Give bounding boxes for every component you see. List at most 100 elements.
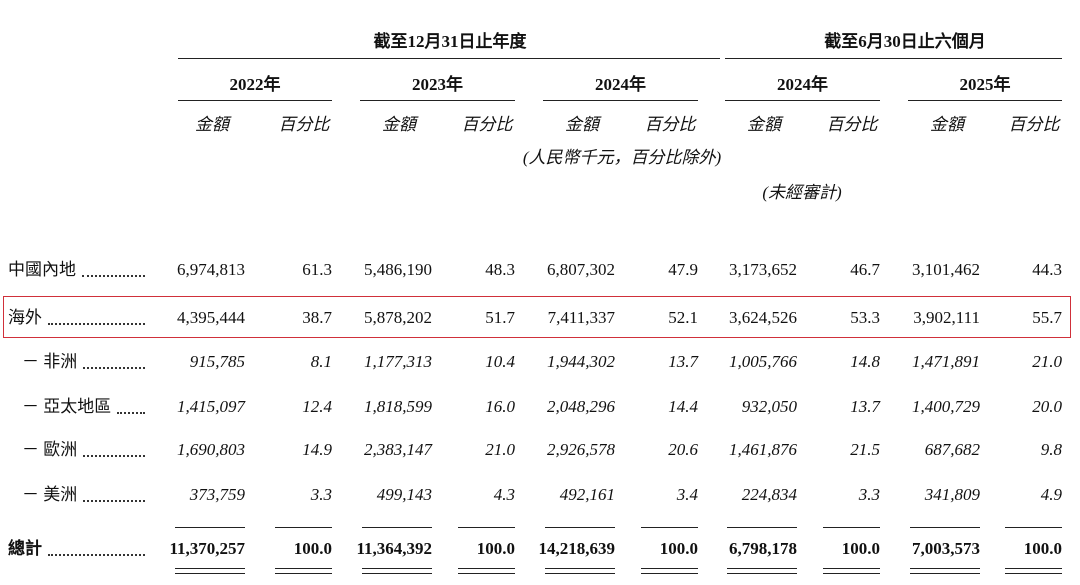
total-double-rule [458,573,515,574]
row-label: 中國內地 [8,260,76,279]
amount-cell: 224,834 [741,485,797,504]
percent-cell: 46.7 [850,260,880,279]
total-double-rule [175,573,245,574]
subtotal-rule [362,527,432,528]
dot-leader [83,455,145,457]
amount-cell: 1,400,729 [912,397,980,416]
total-double-rule [823,573,880,574]
amount-cell: 373,759 [189,485,245,504]
year-header: 2024年 [595,75,646,94]
amount-cell: 2,048,296 [547,397,615,416]
amount-cell: 687,682 [924,440,980,459]
percent-cell: 14.4 [668,397,698,416]
audit-note: (未經審計) [762,183,842,202]
amount-cell: 2,926,578 [547,440,615,459]
amount-cell: 3,624,526 [729,308,797,327]
amount-cell: 1,944,302 [547,352,615,371]
dot-leader [82,275,145,277]
amount-cell: 1,415,097 [177,397,245,416]
percent-cell: 100.0 [476,539,515,558]
percent-cell: 14.9 [302,440,332,459]
amount-cell: 3,902,111 [913,308,980,327]
amount-cell: 1,471,891 [912,352,980,371]
total-double-rule [910,568,980,569]
subtotal-rule [910,527,980,528]
amount-header: 金額 [565,115,599,134]
subtotal-rule [823,527,880,528]
percent-cell: 20.6 [668,440,698,459]
percent-cell: 61.3 [302,260,332,279]
percent-header: 百分比 [644,115,696,134]
percent-cell: 20.0 [1032,397,1062,416]
year-rule [543,100,698,101]
percent-header: 百分比 [1008,115,1060,134]
subtotal-rule [641,527,698,528]
dot-leader [83,367,145,369]
amount-cell: 341,809 [924,485,980,504]
row-label: － 歐洲 [22,440,78,459]
total-double-rule [545,573,615,574]
amount-cell: 1,177,313 [364,352,432,371]
percent-header: 百分比 [461,115,513,134]
total-double-rule [275,568,332,569]
subtotal-rule [458,527,515,528]
dot-leader [48,323,145,325]
percent-cell: 100.0 [1023,539,1062,558]
total-double-rule [910,573,980,574]
amount-cell: 932,050 [741,397,797,416]
percent-cell: 13.7 [850,397,880,416]
amount-cell: 1,461,876 [729,440,797,459]
percent-cell: 38.7 [302,308,332,327]
highlight-box [3,296,1071,338]
amount-cell: 1,818,599 [364,397,432,416]
percent-cell: 16.0 [485,397,515,416]
year-rule [908,100,1062,101]
percent-cell: 14.8 [850,352,880,371]
year-header: 2022年 [229,75,281,94]
amount-cell: 2,383,147 [364,440,432,459]
total-double-rule [641,568,698,569]
header-rule [178,58,720,59]
currency-note: (人民幣千元，百分比除外) [522,148,722,167]
dot-leader [83,500,145,502]
percent-cell: 52.1 [668,308,698,327]
percent-cell: 3.3 [310,485,332,504]
amount-cell: 14,218,639 [538,539,616,558]
row-label: 海外 [8,308,42,327]
total-double-rule [275,573,332,574]
percent-cell: 10.4 [485,352,515,371]
total-double-rule [175,568,245,569]
amount-cell: 3,173,652 [729,260,797,279]
amount-cell: 6,798,178 [729,539,797,558]
year-rule [178,100,332,101]
percent-cell: 4.3 [493,485,515,504]
percent-cell: 9.8 [1040,440,1062,459]
percent-cell: 12.4 [302,397,332,416]
header-rule [725,58,1062,59]
dot-leader [48,554,145,556]
period-header: 截至6月30日止六個月 [824,32,986,51]
amount-cell: 915,785 [189,352,245,371]
percent-cell: 53.3 [850,308,880,327]
year-header: 2023年 [412,75,463,94]
amount-cell: 5,486,190 [364,260,432,279]
amount-header: 金額 [747,115,781,134]
year-header: 2024年 [777,75,828,94]
row-label: 總計 [8,539,42,558]
total-double-rule [362,573,432,574]
percent-cell: 21.5 [850,440,880,459]
percent-cell: 100.0 [841,539,880,558]
amount-header: 金額 [382,115,416,134]
amount-cell: 6,807,302 [547,260,615,279]
total-double-rule [1005,568,1062,569]
period-header: 截至12月31日止年度 [373,32,527,51]
amount-cell: 11,364,392 [356,539,432,558]
total-double-rule [362,568,432,569]
percent-cell: 3.4 [676,485,698,504]
total-double-rule [727,573,797,574]
amount-cell: 4,395,444 [177,308,245,327]
subtotal-rule [727,527,797,528]
row-label: － 亞太地區 [22,397,112,416]
row-label: － 美洲 [22,485,78,504]
